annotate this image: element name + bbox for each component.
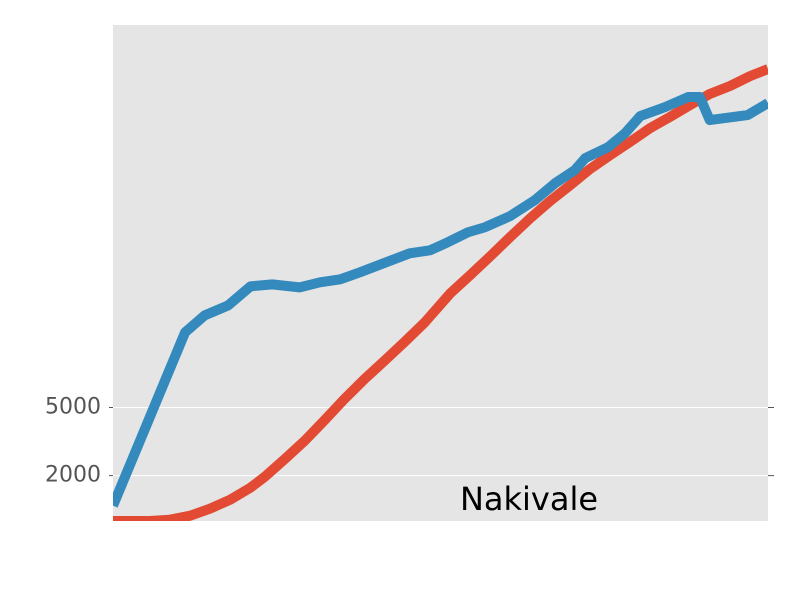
series-line	[113, 92, 768, 508]
lines	[113, 64, 768, 521]
plot-area	[113, 25, 768, 521]
annotation: Nakivale	[460, 480, 598, 518]
series-line	[113, 64, 768, 521]
y-tick-label: 2000	[45, 463, 101, 488]
grid	[109, 406, 774, 477]
y-tick-label: 5000	[45, 394, 101, 419]
labels: 2000 5000	[45, 394, 101, 487]
